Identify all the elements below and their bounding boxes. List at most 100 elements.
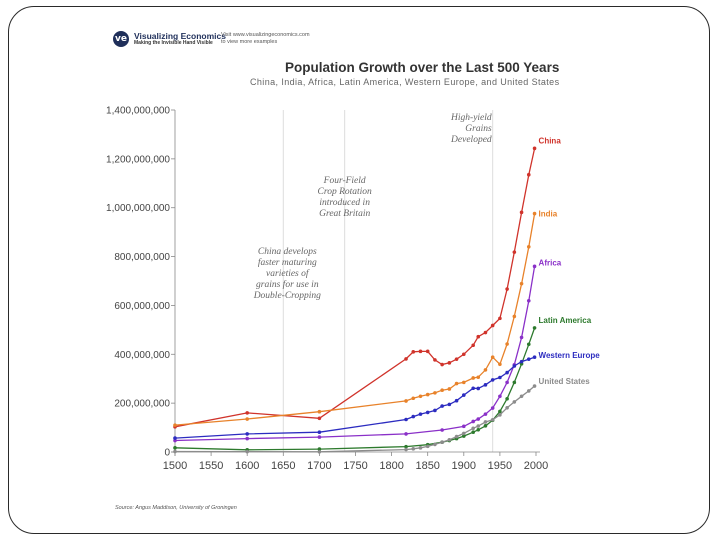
data-point-western-europe xyxy=(411,414,416,419)
data-point-india xyxy=(498,362,502,367)
data-point-africa xyxy=(505,380,509,385)
annotation-text-2: Grains xyxy=(465,124,492,134)
x-tick-label: 1900 xyxy=(452,460,476,472)
annotation-text-2: Developed xyxy=(450,135,492,145)
data-point-western-europe xyxy=(418,412,423,416)
data-point-western-europe xyxy=(245,432,249,436)
data-point-china xyxy=(498,316,502,321)
data-point-india xyxy=(471,376,475,380)
series-line-united-states xyxy=(174,385,536,453)
data-point-china xyxy=(490,323,495,328)
data-point-china xyxy=(447,361,452,365)
data-point-china xyxy=(471,343,475,348)
data-point-india xyxy=(454,381,459,386)
series-line-western-europe xyxy=(174,356,535,439)
annotation-text-0: faster maturing xyxy=(258,257,317,268)
y-tick-label: 400,000,000 xyxy=(114,350,170,361)
data-point-western-europe xyxy=(454,398,459,403)
data-point-india xyxy=(411,396,416,401)
data-point-united-states xyxy=(411,447,416,451)
data-point-united-states xyxy=(490,417,495,422)
series-label-united-states: United States xyxy=(539,377,591,386)
data-point-united-states xyxy=(526,389,531,393)
annotation-text-1: Great Britain xyxy=(319,209,370,219)
data-point-africa xyxy=(490,406,495,410)
data-point-india xyxy=(505,342,509,346)
annotation-text-0: varieties of xyxy=(266,268,310,279)
data-point-united-states xyxy=(425,444,430,449)
data-point-africa xyxy=(462,424,466,429)
data-point-western-europe xyxy=(317,430,322,435)
series-line-china xyxy=(174,148,536,428)
data-point-latin-america xyxy=(462,434,466,438)
brand-logo: ve Visualizing Economics Making the Invi… xyxy=(113,31,226,47)
data-point-united-states xyxy=(440,440,444,445)
data-point-india xyxy=(462,380,466,385)
annotation-text-1: Crop Rotation xyxy=(318,187,373,197)
data-point-united-states xyxy=(418,446,423,450)
data-point-latin-america xyxy=(483,424,488,428)
x-tick-label: 1850 xyxy=(415,460,439,472)
data-point-united-states xyxy=(483,420,488,424)
x-tick-label: 1650 xyxy=(271,460,295,472)
data-point-africa xyxy=(526,298,531,303)
data-point-western-europe xyxy=(498,375,502,380)
data-point-western-europe xyxy=(505,370,509,375)
data-point-united-states xyxy=(505,405,509,410)
data-point-china xyxy=(245,411,249,415)
data-point-western-europe xyxy=(476,386,481,391)
data-point-india xyxy=(490,355,495,360)
series-label-india: India xyxy=(539,210,558,219)
annotation-text-0: Double-Cropping xyxy=(253,291,321,301)
visit-line-1: Visit www.visualizingeconomics.com xyxy=(221,32,310,38)
y-tick-label: 800,000,000 xyxy=(114,252,170,263)
data-point-china xyxy=(440,362,444,367)
data-point-china xyxy=(454,357,459,361)
data-point-india xyxy=(447,387,452,391)
data-point-western-europe xyxy=(512,364,517,368)
data-point-latin-america xyxy=(404,444,408,449)
visit-note: Visit www.visualizingeconomics.com to vi… xyxy=(221,32,310,46)
data-point-china xyxy=(532,146,537,151)
data-point-western-europe xyxy=(532,355,537,360)
data-point-united-states xyxy=(447,437,452,442)
y-tick-label: 600,000,000 xyxy=(114,301,170,312)
data-point-western-europe xyxy=(440,404,444,408)
x-tick-label: 1500 xyxy=(163,460,187,472)
data-point-africa xyxy=(483,412,488,416)
x-tick-label: 1750 xyxy=(343,460,367,472)
chart-source: Source: Angus Maddison, University of Gr… xyxy=(115,505,237,511)
y-tick-label: 1,200,000,000 xyxy=(106,154,170,165)
data-point-china xyxy=(512,250,517,254)
annotation-text-0: grains for use in xyxy=(256,279,319,290)
annotation-text-1: Four-Field xyxy=(323,176,366,186)
data-point-united-states xyxy=(245,449,249,454)
data-point-africa xyxy=(476,417,481,421)
data-point-latin-america xyxy=(526,342,531,347)
data-point-latin-america xyxy=(505,396,509,401)
data-point-western-europe xyxy=(483,383,488,387)
data-point-latin-america xyxy=(512,380,517,385)
data-point-india xyxy=(317,409,322,414)
data-point-china xyxy=(476,334,481,339)
data-point-africa xyxy=(404,432,408,436)
data-point-western-europe xyxy=(519,359,524,364)
data-point-africa xyxy=(498,394,502,399)
data-point-united-states xyxy=(532,384,537,388)
data-point-africa xyxy=(317,435,322,439)
data-point-united-states xyxy=(476,424,481,428)
series-label-china: China xyxy=(539,136,562,145)
data-point-western-europe xyxy=(447,402,452,407)
data-point-united-states xyxy=(462,431,466,436)
data-point-india xyxy=(245,417,249,421)
data-point-india xyxy=(433,391,437,395)
brand-tagline: Making the Invisible Hand Visible xyxy=(134,39,213,46)
x-tick-label: 1550 xyxy=(199,460,223,472)
data-point-western-europe xyxy=(173,436,177,440)
data-point-africa xyxy=(440,428,444,432)
data-point-china xyxy=(483,330,488,335)
data-point-china xyxy=(433,358,437,362)
data-point-united-states xyxy=(512,400,517,404)
chart-title: Population Growth over the Last 500 Year… xyxy=(285,60,560,75)
